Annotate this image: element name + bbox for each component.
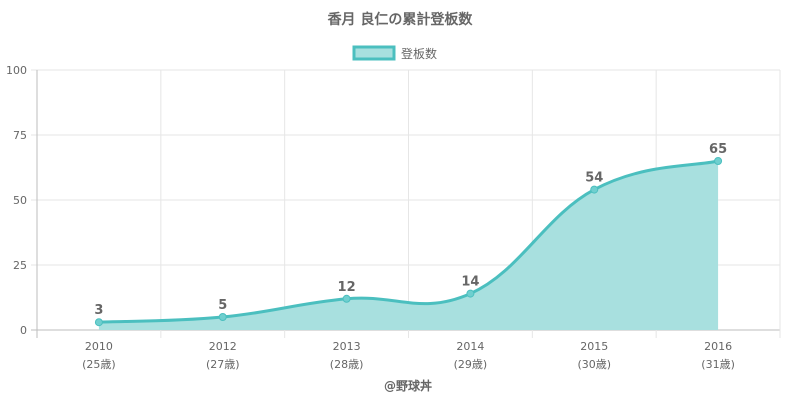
legend-label: 登板数 bbox=[401, 46, 437, 61]
data-point bbox=[342, 294, 351, 303]
data-label: 14 bbox=[461, 275, 479, 290]
x-tick-sublabel: (29歳) bbox=[454, 358, 488, 371]
data-point bbox=[714, 157, 723, 165]
x-tick-label: 2015 bbox=[580, 340, 608, 353]
y-tick-label: 75 bbox=[13, 129, 27, 142]
data-point bbox=[218, 313, 227, 321]
data-point bbox=[590, 185, 599, 194]
chart-title: 香月 良仁の累計登板数 bbox=[327, 11, 474, 28]
data-labels: 3 5 12 14 54 65 bbox=[94, 142, 727, 318]
legend[interactable]: 登板数 bbox=[352, 45, 437, 61]
x-tick-label: 2012 bbox=[209, 340, 237, 353]
data-label: 65 bbox=[709, 142, 727, 157]
y-tick-label: 0 bbox=[20, 324, 27, 337]
data-label: 12 bbox=[338, 280, 356, 295]
y-tick-label: 50 bbox=[13, 194, 27, 207]
x-tick-label: 2016 bbox=[704, 340, 732, 353]
data-point bbox=[466, 289, 475, 298]
x-tick-sublabel: (28歳) bbox=[330, 358, 364, 371]
axes: 0 25 50 75 100 2010 (25歳) 2012 (27歳) 2013 (28歳) 201… bbox=[6, 64, 735, 371]
y-tick-label: 100 bbox=[6, 64, 27, 77]
x-tick-label: 2013 bbox=[333, 340, 361, 353]
y-tick-label: 25 bbox=[13, 259, 27, 272]
grid bbox=[31, 69, 781, 338]
series-line bbox=[98, 159, 719, 324]
data-label: 5 bbox=[218, 298, 227, 313]
x-tick-sublabel: (30歳) bbox=[577, 358, 611, 371]
data-point bbox=[94, 318, 103, 327]
x-tick-sublabel: (25歳) bbox=[82, 358, 116, 371]
x-tick-sublabel: (31歳) bbox=[701, 358, 735, 371]
data-label: 54 bbox=[585, 171, 603, 186]
series-area bbox=[98, 161, 719, 330]
x-tick-label: 2014 bbox=[456, 340, 484, 353]
data-label: 3 bbox=[94, 303, 103, 318]
series-layer bbox=[94, 157, 723, 330]
legend-swatch bbox=[352, 45, 396, 61]
x-tick-label: 2010 bbox=[85, 340, 113, 353]
x-tick-sublabel: (27歳) bbox=[206, 358, 240, 371]
credit-text: @野球丼 bbox=[384, 378, 432, 393]
